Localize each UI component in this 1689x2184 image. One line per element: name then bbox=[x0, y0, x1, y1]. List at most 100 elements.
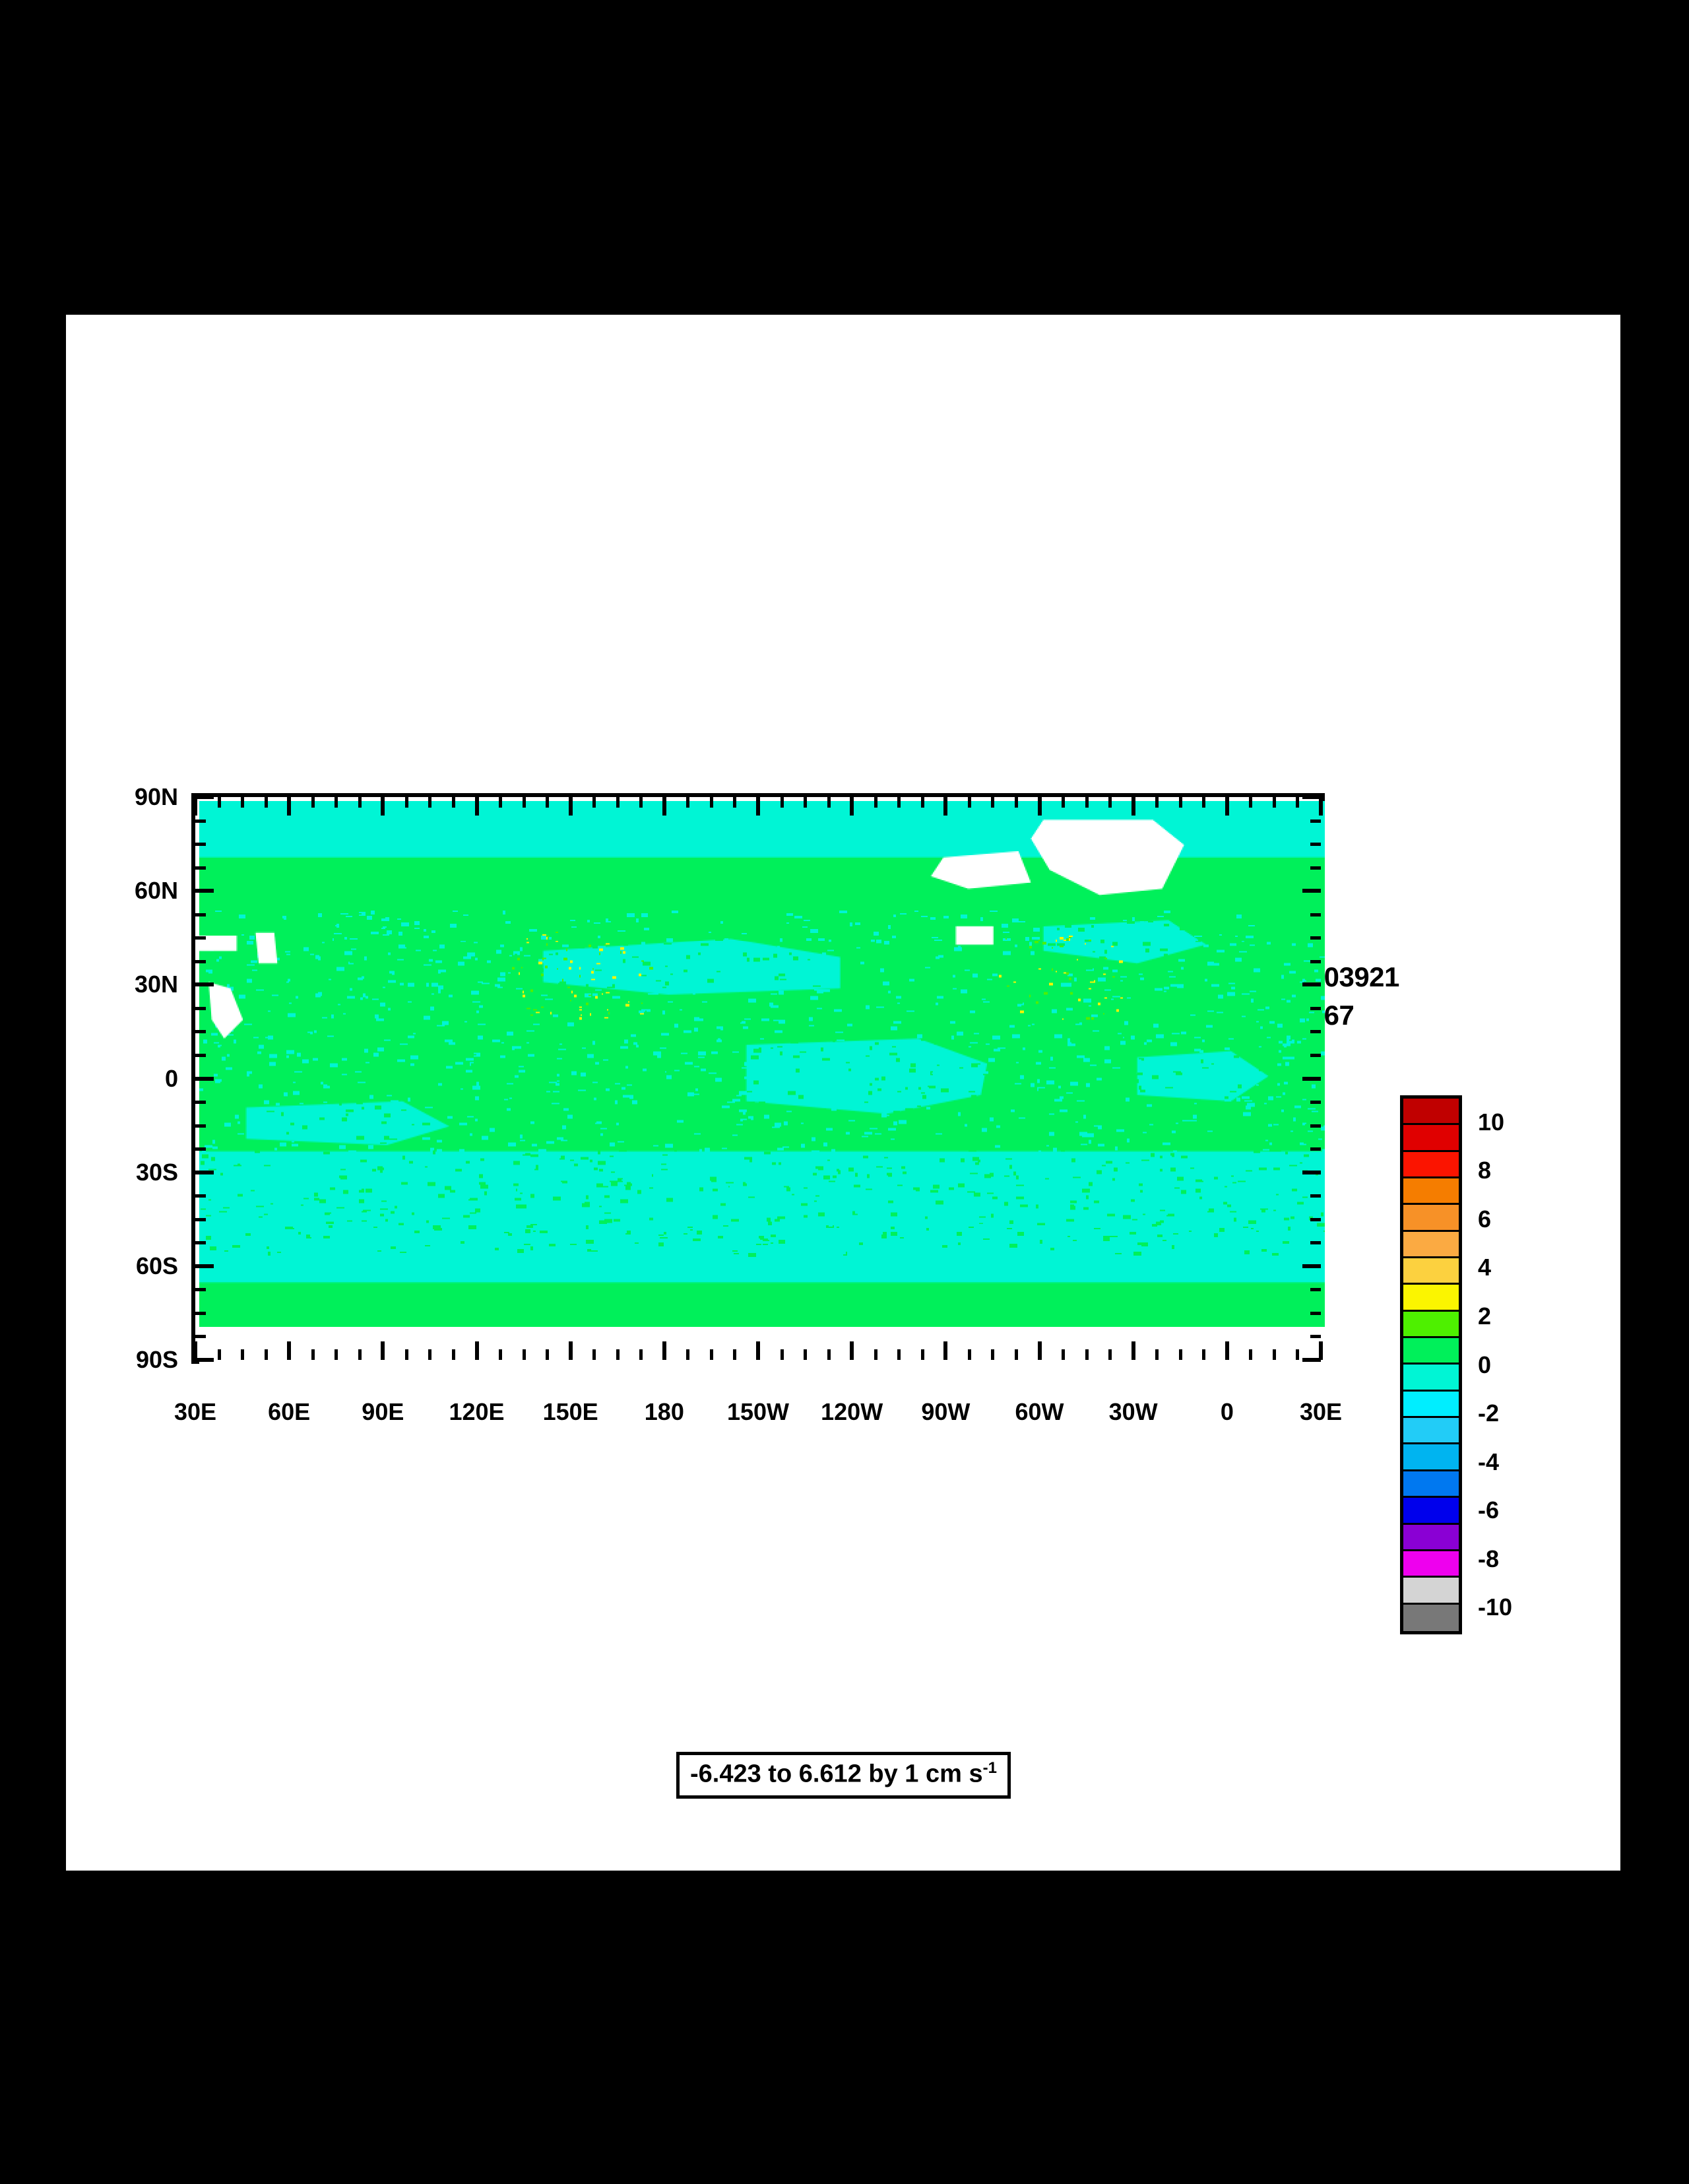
x-minor-tick bbox=[522, 1349, 526, 1360]
x-minor-tick bbox=[804, 1349, 808, 1360]
y-minor-tick bbox=[1310, 819, 1321, 823]
x-major-tick bbox=[850, 1341, 854, 1360]
y-minor-tick bbox=[1310, 843, 1321, 847]
y-minor-tick bbox=[195, 1194, 206, 1198]
x-minor-tick bbox=[1014, 1349, 1018, 1360]
x-minor-tick bbox=[780, 797, 784, 808]
colorbar-band bbox=[1403, 1178, 1459, 1205]
x-minor-tick bbox=[358, 797, 362, 808]
colorbar-tick-label: -10 bbox=[1478, 1593, 1513, 1621]
y-minor-tick bbox=[1310, 1101, 1321, 1105]
x-tick-label: 150E bbox=[542, 1398, 598, 1425]
x-major-tick bbox=[287, 797, 292, 816]
x-minor-tick bbox=[874, 1349, 877, 1360]
y-minor-tick bbox=[1310, 913, 1321, 916]
y-minor-tick bbox=[1310, 1053, 1321, 1057]
caption-text: -6.423 to 6.612 by 1 cm s bbox=[690, 1760, 983, 1788]
colorbar-tick-label: -2 bbox=[1478, 1399, 1500, 1427]
y-minor-tick bbox=[195, 1311, 206, 1315]
colorbar-band bbox=[1403, 1498, 1459, 1525]
x-minor-tick bbox=[451, 797, 455, 808]
colorbar-band bbox=[1403, 1231, 1459, 1259]
y-minor-tick bbox=[195, 1241, 206, 1245]
x-minor-tick bbox=[1296, 797, 1300, 808]
x-minor-tick bbox=[1178, 1349, 1182, 1360]
y-minor-tick bbox=[1310, 1006, 1321, 1010]
colorbar-tick-label: 2 bbox=[1478, 1302, 1492, 1330]
colorbar-tick-label: -6 bbox=[1478, 1496, 1500, 1524]
y-minor-tick bbox=[195, 959, 206, 963]
x-tick-label: 180 bbox=[644, 1398, 684, 1425]
x-major-tick bbox=[1131, 1341, 1135, 1360]
y-tick-label: 0 bbox=[164, 1064, 178, 1092]
x-minor-tick bbox=[264, 1349, 268, 1360]
x-major-tick bbox=[193, 1341, 197, 1360]
x-major-tick bbox=[850, 797, 854, 816]
map-plot bbox=[191, 793, 1325, 1364]
y-minor-tick bbox=[1310, 1288, 1321, 1292]
x-major-tick bbox=[1131, 797, 1135, 816]
y-minor-tick bbox=[1310, 936, 1321, 940]
y-tick-label: 60S bbox=[135, 1252, 178, 1279]
y-minor-tick bbox=[1310, 1124, 1321, 1128]
y-minor-tick bbox=[1310, 1030, 1321, 1034]
x-minor-tick bbox=[217, 797, 221, 808]
x-minor-tick bbox=[241, 1349, 245, 1360]
x-minor-tick bbox=[592, 797, 596, 808]
figure-page: VISOP at z= 45.0m, f09.B-hist.tn15.cmip6… bbox=[66, 315, 1620, 1871]
x-major-tick bbox=[943, 1341, 948, 1360]
y-minor-tick bbox=[1310, 866, 1321, 870]
x-minor-tick bbox=[1249, 1349, 1253, 1360]
x-minor-tick bbox=[1085, 1349, 1089, 1360]
colorbar-band bbox=[1403, 1365, 1459, 1392]
x-minor-tick bbox=[1108, 1349, 1112, 1360]
y-minor-tick bbox=[195, 1335, 206, 1339]
x-minor-tick bbox=[241, 797, 245, 808]
colorbar-band bbox=[1403, 1524, 1459, 1551]
x-minor-tick bbox=[616, 1349, 620, 1360]
x-tick-label: 90E bbox=[362, 1398, 404, 1425]
x-minor-tick bbox=[1272, 797, 1276, 808]
y-minor-tick bbox=[195, 1053, 206, 1057]
x-major-tick bbox=[568, 797, 573, 816]
x-minor-tick bbox=[709, 797, 713, 808]
y-minor-tick bbox=[1310, 1241, 1321, 1245]
colorbar-band bbox=[1403, 1151, 1459, 1179]
map-data-field bbox=[199, 801, 1325, 1364]
y-tick-label: 60N bbox=[134, 877, 178, 905]
y-major-tick bbox=[195, 1358, 214, 1362]
y-tick-label: 30S bbox=[135, 1158, 178, 1186]
y-major-tick bbox=[1302, 795, 1321, 799]
y-major-tick bbox=[1302, 1170, 1321, 1174]
colorbar-band bbox=[1403, 1418, 1459, 1445]
colorbar-band bbox=[1403, 1604, 1459, 1631]
x-minor-tick bbox=[522, 797, 526, 808]
x-minor-tick bbox=[1296, 1349, 1300, 1360]
x-tick-label: 120W bbox=[821, 1398, 883, 1425]
y-minor-tick bbox=[1310, 1311, 1321, 1315]
x-major-tick bbox=[662, 797, 666, 816]
x-minor-tick bbox=[1155, 797, 1159, 808]
colorbar-band bbox=[1403, 1258, 1459, 1285]
x-minor-tick bbox=[499, 1349, 503, 1360]
x-major-tick bbox=[662, 1341, 666, 1360]
range-caption: -6.423 to 6.612 by 1 cm s-1 bbox=[676, 1752, 1011, 1799]
x-minor-tick bbox=[217, 1349, 221, 1360]
y-tick-label: 90N bbox=[134, 783, 178, 810]
y-minor-tick bbox=[1310, 1335, 1321, 1339]
y-major-tick bbox=[195, 982, 214, 987]
colorbar-tick-label: 4 bbox=[1478, 1254, 1492, 1281]
colorbar-band bbox=[1403, 1205, 1459, 1232]
colorbar-band bbox=[1403, 1551, 1459, 1578]
map-frame bbox=[191, 793, 1325, 1364]
x-minor-tick bbox=[499, 797, 503, 808]
x-minor-tick bbox=[404, 797, 408, 808]
colorbar-band bbox=[1403, 1338, 1459, 1365]
x-major-tick bbox=[381, 797, 385, 816]
y-minor-tick bbox=[195, 819, 206, 823]
x-minor-tick bbox=[639, 1349, 643, 1360]
x-tick-label: 90W bbox=[921, 1398, 971, 1425]
y-minor-tick bbox=[1310, 1147, 1321, 1151]
y-minor-tick bbox=[195, 936, 206, 940]
x-minor-tick bbox=[451, 1349, 455, 1360]
